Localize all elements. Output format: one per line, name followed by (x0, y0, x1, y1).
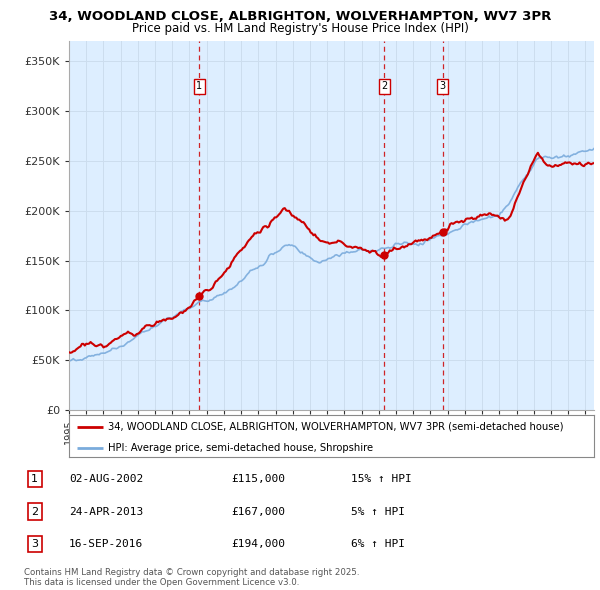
Text: HPI: Average price, semi-detached house, Shropshire: HPI: Average price, semi-detached house,… (109, 443, 373, 453)
Text: £167,000: £167,000 (231, 507, 285, 516)
Text: £194,000: £194,000 (231, 539, 285, 549)
Text: Price paid vs. HM Land Registry's House Price Index (HPI): Price paid vs. HM Land Registry's House … (131, 22, 469, 35)
Text: 2: 2 (381, 81, 387, 91)
Text: 1: 1 (31, 474, 38, 484)
Text: 24-APR-2013: 24-APR-2013 (69, 507, 143, 516)
Text: 15% ↑ HPI: 15% ↑ HPI (351, 474, 412, 484)
Text: 3: 3 (440, 81, 446, 91)
Text: 1: 1 (196, 81, 203, 91)
Text: 02-AUG-2002: 02-AUG-2002 (69, 474, 143, 484)
Text: 2: 2 (31, 507, 38, 516)
Text: 16-SEP-2016: 16-SEP-2016 (69, 539, 143, 549)
Text: 5% ↑ HPI: 5% ↑ HPI (351, 507, 405, 516)
Text: 34, WOODLAND CLOSE, ALBRIGHTON, WOLVERHAMPTON, WV7 3PR (semi-detached house): 34, WOODLAND CLOSE, ALBRIGHTON, WOLVERHA… (109, 422, 564, 432)
Text: Contains HM Land Registry data © Crown copyright and database right 2025.
This d: Contains HM Land Registry data © Crown c… (24, 568, 359, 587)
Text: 34, WOODLAND CLOSE, ALBRIGHTON, WOLVERHAMPTON, WV7 3PR: 34, WOODLAND CLOSE, ALBRIGHTON, WOLVERHA… (49, 10, 551, 23)
Text: 3: 3 (31, 539, 38, 549)
Text: £115,000: £115,000 (231, 474, 285, 484)
Text: 6% ↑ HPI: 6% ↑ HPI (351, 539, 405, 549)
